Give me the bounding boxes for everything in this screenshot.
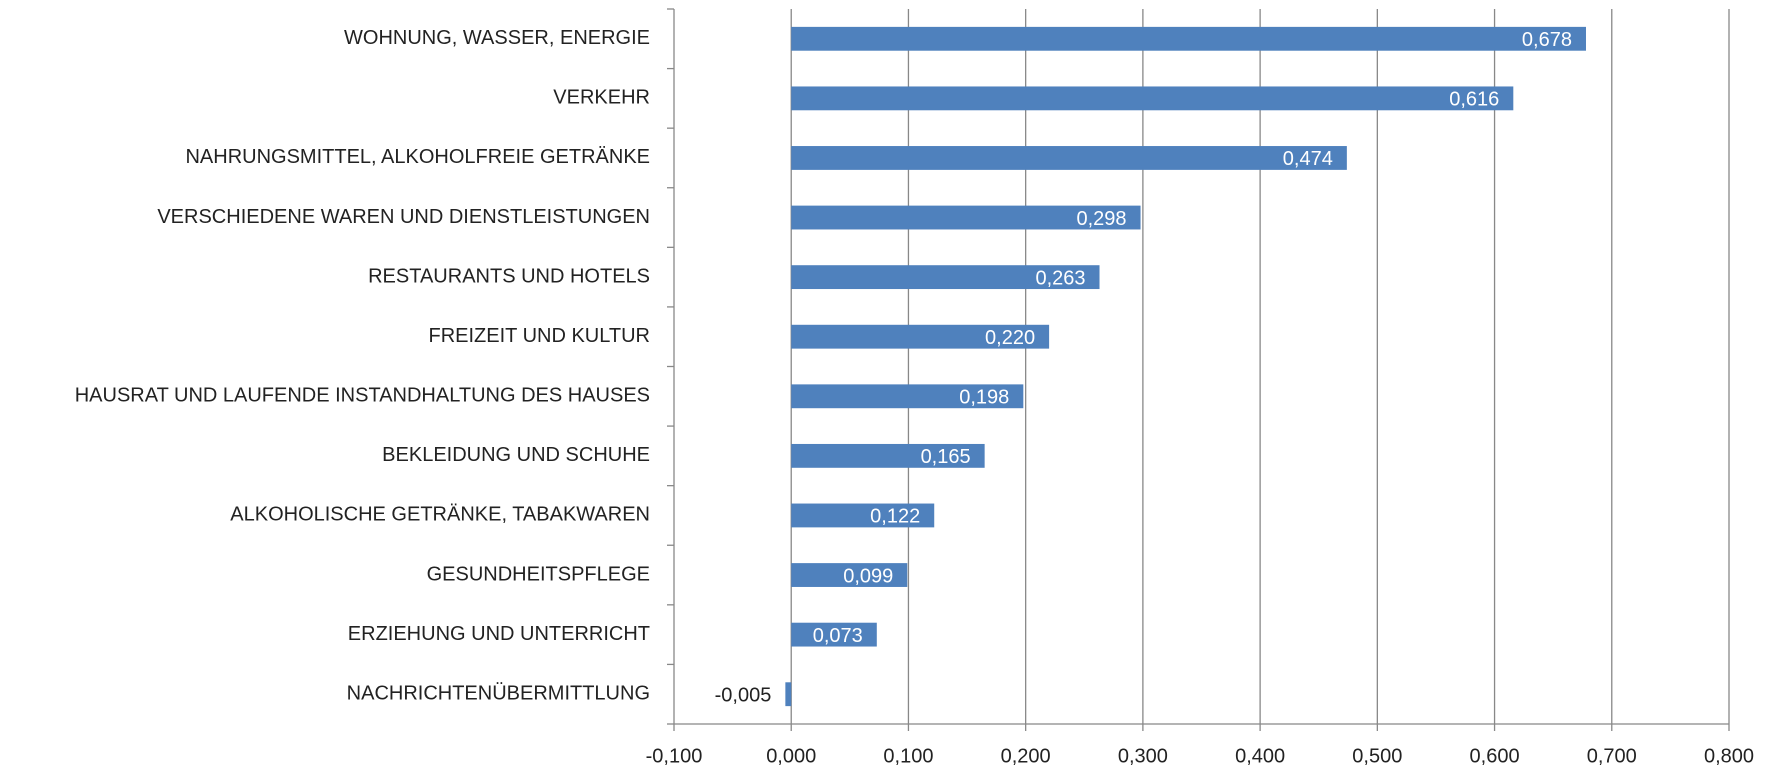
y-tick-label: FREIZEIT UND KULTUR [429, 325, 651, 347]
value-label: 0,165 [921, 446, 971, 468]
bar [791, 265, 1100, 290]
y-tick-label: GESUNDHEITSPFLEGE [427, 563, 650, 585]
value-label: 0,474 [1283, 148, 1333, 170]
value-label: 0,220 [985, 327, 1035, 349]
bar [791, 503, 935, 528]
y-tick-label: VERKEHR [553, 87, 650, 109]
value-label: 0,298 [1076, 208, 1126, 230]
value-label: 0,073 [813, 625, 863, 647]
y-tick-label: WOHNUNG, WASSER, ENERGIE [344, 27, 650, 49]
x-tick-label: 0,800 [1704, 745, 1754, 767]
x-tick-label: 0,200 [1001, 745, 1051, 767]
bar [791, 443, 985, 468]
value-label: 0,263 [1035, 267, 1085, 289]
bar [791, 563, 908, 587]
y-tick-label: NACHRICHTENÜBERMITTLUNG [347, 682, 650, 704]
bar [785, 682, 792, 707]
y-tick-label: ALKOHOLISCHE GETRÄNKE, TABAKWAREN [230, 504, 650, 526]
value-label: 0,099 [843, 565, 893, 587]
y-tick-label: BEKLEIDUNG UND SCHUHE [382, 444, 650, 466]
x-tick-label: 0,700 [1587, 745, 1637, 767]
bar [791, 86, 1514, 111]
value-label: 0,122 [870, 506, 920, 528]
y-tick-label: HAUSRAT UND LAUFENDE INSTANDHALTUNG DES … [75, 385, 650, 407]
bar [791, 205, 1141, 230]
x-tick-label: 0,000 [766, 745, 816, 767]
y-tick-label: RESTAURANTS UND HOTELS [368, 265, 650, 287]
y-tick-label: ERZIEHUNG UND UNTERRICHT [348, 623, 650, 645]
x-tick-label: 0,600 [1470, 745, 1520, 767]
x-tick-label: 0,400 [1235, 745, 1285, 767]
bar [791, 26, 1586, 51]
x-tick-label: -0,100 [646, 745, 703, 767]
value-label: 0,616 [1449, 89, 1499, 111]
bar [791, 384, 1024, 409]
x-tick-label: 0,300 [1118, 745, 1168, 767]
bar [791, 622, 877, 647]
x-tick-label: 0,100 [883, 745, 933, 767]
bar [791, 324, 1050, 349]
value-label: 0,198 [959, 387, 1009, 409]
bar [791, 146, 1347, 170]
value-label: -0,005 [715, 684, 772, 706]
x-tick-label: 0,500 [1352, 745, 1402, 767]
y-tick-label: NAHRUNGSMITTEL, ALKOHOLFREIE GETRÄNKE [185, 146, 650, 168]
value-label: 0,678 [1522, 29, 1572, 51]
y-tick-label: VERSCHIEDENE WAREN UND DIENSTLEISTUNGEN [157, 206, 650, 228]
